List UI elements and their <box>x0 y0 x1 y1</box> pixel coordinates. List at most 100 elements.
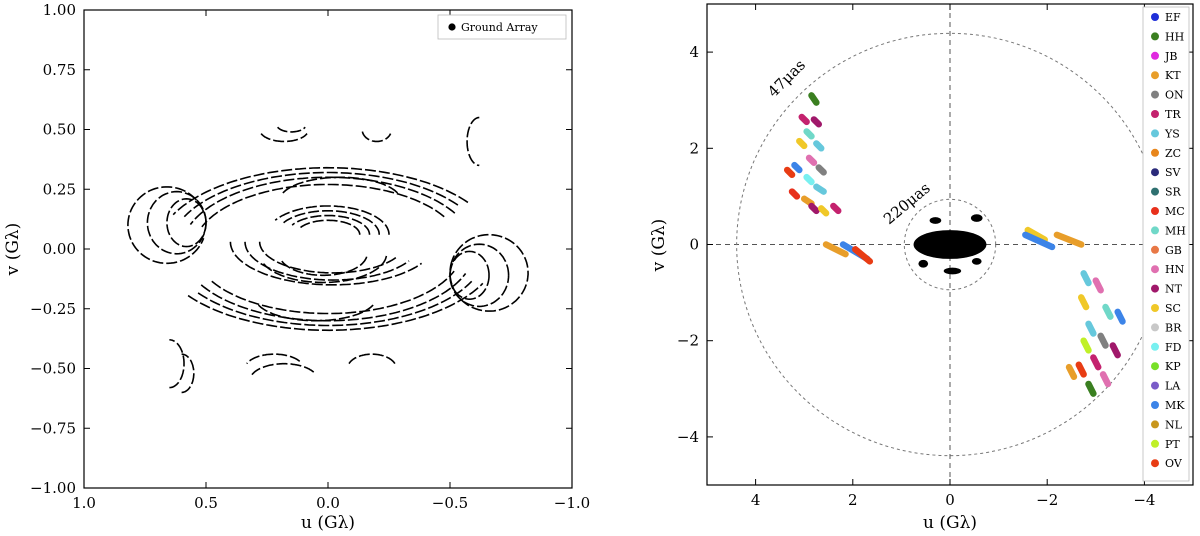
space-track-hn <box>805 154 818 166</box>
legend-label-br: BR <box>1165 321 1182 334</box>
left-legend: Ground Array <box>437 14 567 40</box>
space-track-fd <box>803 173 815 186</box>
space-track-hn <box>1092 277 1104 294</box>
left-y-tick-label: 0.25 <box>43 180 76 198</box>
right-ticks: 4 2 0 −2 −4 −4 −2 0 2 4 <box>677 4 1193 509</box>
ground-array-blob <box>929 217 942 224</box>
ground-array-blob <box>913 230 987 259</box>
space-track-tr <box>798 113 810 126</box>
right-space-tracks <box>783 92 1126 397</box>
space-track-ys <box>1085 320 1097 337</box>
left-x-axis-label: u (Gλ) <box>301 513 355 533</box>
ground-track-arc <box>246 353 301 365</box>
space-track-kt <box>1065 363 1078 381</box>
space-track-ys <box>813 140 825 152</box>
legend-marker-nl <box>1151 420 1159 429</box>
legend-label-sr: SR <box>1165 186 1182 199</box>
ground-track-arc <box>197 280 473 327</box>
legend-marker-ys <box>1151 129 1159 138</box>
ground-array-blob <box>918 259 929 268</box>
right-y-tick-label: 2 <box>689 139 699 157</box>
legend-label-hh: HH <box>1165 30 1184 43</box>
space-track-kt <box>822 241 849 258</box>
space-track-ov <box>1075 361 1087 378</box>
ground-track-arc <box>291 214 371 235</box>
legend-marker-on <box>1151 90 1159 99</box>
space-track-kt <box>800 195 815 207</box>
legend-marker-fd <box>1151 342 1159 351</box>
ring-220uas <box>903 198 997 291</box>
left-y-tick-label: 0.50 <box>43 121 76 139</box>
legend-label-on: ON <box>1165 89 1184 102</box>
space-track-sc <box>1024 226 1049 243</box>
left-y-tick-label: 0.75 <box>43 61 76 79</box>
space-track-ys <box>1080 270 1092 287</box>
space-track-ov <box>851 246 874 265</box>
space-track-nt <box>1109 342 1121 359</box>
left-y-tick-label: 1.00 <box>43 1 76 19</box>
ground-track-arc <box>183 171 459 218</box>
ground-track-arc <box>258 241 397 274</box>
left-x-tick-label: −0.5 <box>432 494 468 512</box>
legend-marker-ov <box>1151 459 1159 468</box>
left-legend-marker <box>448 23 456 31</box>
legend-label-kt: KT <box>1165 69 1181 82</box>
legend-label-ef: EF <box>1165 11 1181 24</box>
ground-track-arc <box>282 176 399 194</box>
legend-label-pt: PT <box>1165 438 1180 451</box>
right-x-tick-label: 0 <box>945 491 955 509</box>
left-x-tick-label: −1.0 <box>554 494 590 512</box>
left-legend-box <box>437 14 567 40</box>
right-legend: EF HH JB KT ON TR YS ZC SV SR MC MH GB HN NT SC BR FD KP LA… <box>1142 6 1190 482</box>
ground-track-arc <box>281 253 368 277</box>
ground-track-arc <box>361 131 392 143</box>
legend-label-hn: HN <box>1165 263 1185 276</box>
space-track-nt <box>810 116 823 128</box>
ground-track-arc <box>201 183 445 228</box>
legend-marker-pt <box>1151 439 1159 448</box>
ground-track-arc <box>172 166 469 216</box>
right-x-tick-label: −4 <box>1133 491 1155 509</box>
space-track-nt <box>808 202 820 215</box>
legend-marker-sr <box>1151 187 1159 196</box>
ground-track-arc <box>262 253 388 284</box>
left-y-tick-label: −1.00 <box>30 479 76 497</box>
space-track-hn <box>1099 371 1112 388</box>
space-track-on <box>1097 332 1109 349</box>
ground-track-arc <box>348 353 396 365</box>
legend-marker-tr <box>1151 110 1159 118</box>
right-x-tick-label: 4 <box>751 491 761 509</box>
legend-label-ov: OV <box>1165 457 1183 470</box>
left-y-tick-label: −0.50 <box>30 360 76 378</box>
space-track-mk <box>1114 308 1126 325</box>
right-x-tick-label: −2 <box>1036 491 1058 509</box>
left-uv-coverage-panel: 1.0 0.5 0.0 −0.5 −1.0 −1.00 −0.75 −0.50 −0.25 0.0… <box>3 1 590 533</box>
left-x-tick-label: 1.0 <box>72 494 96 512</box>
ground-array-blob <box>970 214 983 222</box>
legend-marker-sc <box>1151 304 1159 312</box>
ground-track-arc <box>229 241 423 286</box>
legend-marker-kp <box>1151 362 1159 371</box>
ground-track-arc <box>449 250 490 301</box>
legend-marker-br <box>1151 323 1159 332</box>
left-legend-label: Ground Array <box>461 21 538 34</box>
ground-array-blob <box>943 267 962 275</box>
right-y-tick-label: 4 <box>689 43 699 61</box>
space-track-on <box>815 164 827 176</box>
right-x-axis-label: u (Gλ) <box>923 513 977 533</box>
space-track-mh <box>1102 303 1114 320</box>
ground-track-arc <box>127 186 205 265</box>
space-track-mc <box>788 188 801 200</box>
legend-marker-hn <box>1151 265 1159 274</box>
legend-marker-zc <box>1151 148 1159 157</box>
space-track-tr <box>830 202 842 215</box>
right-y-axis-label: v (Gλ) <box>649 219 669 273</box>
legend-label-la: LA <box>1165 380 1181 393</box>
ground-track-arc <box>166 197 207 248</box>
legend-label-sc: SC <box>1165 302 1181 315</box>
legend-marker-mk <box>1151 401 1159 409</box>
space-track-pt <box>1080 337 1092 354</box>
ground-track-arc <box>274 205 390 235</box>
